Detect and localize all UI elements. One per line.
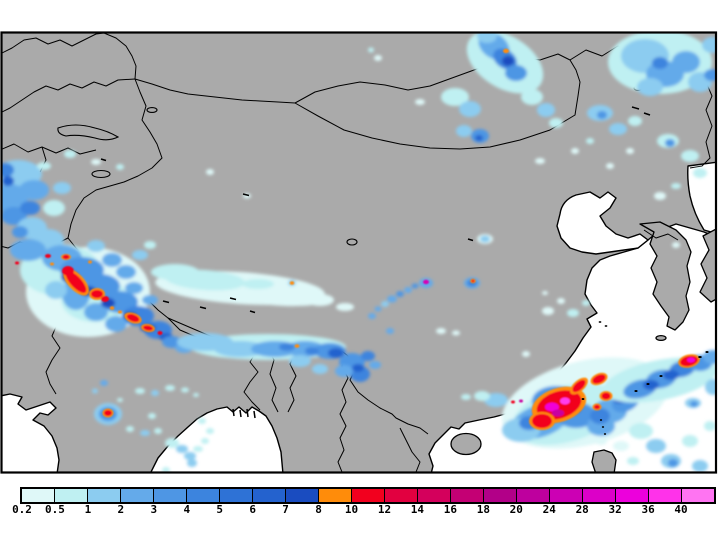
colorbar-cell bbox=[286, 489, 319, 502]
hainan-island bbox=[450, 432, 482, 456]
colorbar-tick-label: 32 bbox=[608, 503, 622, 516]
colorbar-cell bbox=[550, 489, 583, 502]
colorbar-cell bbox=[22, 489, 55, 502]
arabian-sea bbox=[2, 393, 60, 472]
colorbar-cell bbox=[154, 489, 187, 502]
colorbar-tick-label: 8 bbox=[315, 503, 322, 516]
colorbar-tick-label: 40 bbox=[674, 503, 688, 516]
island-dots bbox=[581, 321, 709, 435]
colorbar-cell bbox=[253, 489, 286, 502]
lake-zaysan bbox=[146, 107, 158, 113]
bohai-sea bbox=[556, 191, 649, 255]
lake-issyk-kul bbox=[91, 169, 111, 179]
map-frame bbox=[0, 31, 718, 474]
colorbar-tick-label: 5 bbox=[216, 503, 224, 516]
colorbar-cell bbox=[451, 489, 484, 502]
colorbar-cell bbox=[220, 489, 253, 502]
colorbar-tick-label: 14 bbox=[410, 503, 425, 516]
colorbar-tick-label: 6 bbox=[249, 503, 256, 516]
colorbar-tick-label: 7 bbox=[282, 503, 289, 516]
terrain-marks bbox=[100, 106, 651, 419]
colorbar-cell bbox=[583, 489, 616, 502]
colorbar-cell bbox=[55, 489, 88, 502]
heavy-rain-cells bbox=[15, 48, 700, 430]
colorbar-cell bbox=[352, 489, 385, 502]
lake-qinghai bbox=[346, 238, 358, 246]
colorbar bbox=[20, 487, 716, 504]
colorbar-tick-label: 2 bbox=[117, 503, 125, 516]
colorbar-cell bbox=[682, 489, 714, 502]
colorbar-tick-label: 18 bbox=[476, 503, 490, 516]
colorbar-tick-label: 0.2 bbox=[12, 503, 32, 516]
colorbar-tick-label: 16 bbox=[443, 503, 457, 516]
lake-balkhash bbox=[57, 124, 120, 141]
luzon-island bbox=[591, 449, 617, 472]
colorbar-tick-label: 20 bbox=[509, 503, 523, 516]
colorbar-cell bbox=[187, 489, 220, 502]
colorbar-tick-label: 4 bbox=[183, 503, 191, 516]
colorbar-cell bbox=[649, 489, 682, 502]
colorbar-cell bbox=[121, 489, 154, 502]
colorbar-tick-label: 10 bbox=[344, 503, 359, 516]
colorbar-tick-label: 3 bbox=[150, 503, 158, 516]
sea-of-japan bbox=[687, 161, 715, 234]
colorbar-cell bbox=[517, 489, 550, 502]
colorbar-cell bbox=[484, 489, 517, 502]
colorbar-cell bbox=[418, 489, 451, 502]
colorbar-tick-label: 24 bbox=[542, 503, 556, 516]
colorbar-cell bbox=[616, 489, 649, 502]
colorbar-cell bbox=[319, 489, 352, 502]
colorbar-tick-label: 36 bbox=[641, 503, 655, 516]
colorbar-tick-label: 0.5 bbox=[45, 503, 65, 516]
colorbar-tick-label: 1 bbox=[84, 503, 92, 516]
jeju-island bbox=[655, 334, 667, 342]
bay-of-bengal bbox=[150, 406, 284, 472]
colorbar-tick-label: 12 bbox=[377, 503, 392, 516]
korea-peninsula bbox=[639, 221, 692, 331]
colorbar-tick-label: 28 bbox=[575, 503, 589, 516]
colorbar-labels: 0.2 0.5 1 2 3 4 5 6 7 8 10 12 14 16 18 20 24 28 32 36 40 bbox=[12, 503, 714, 518]
colorbar-cell bbox=[88, 489, 121, 502]
colorbar-cell bbox=[385, 489, 418, 502]
japan-west-coast bbox=[699, 228, 715, 303]
